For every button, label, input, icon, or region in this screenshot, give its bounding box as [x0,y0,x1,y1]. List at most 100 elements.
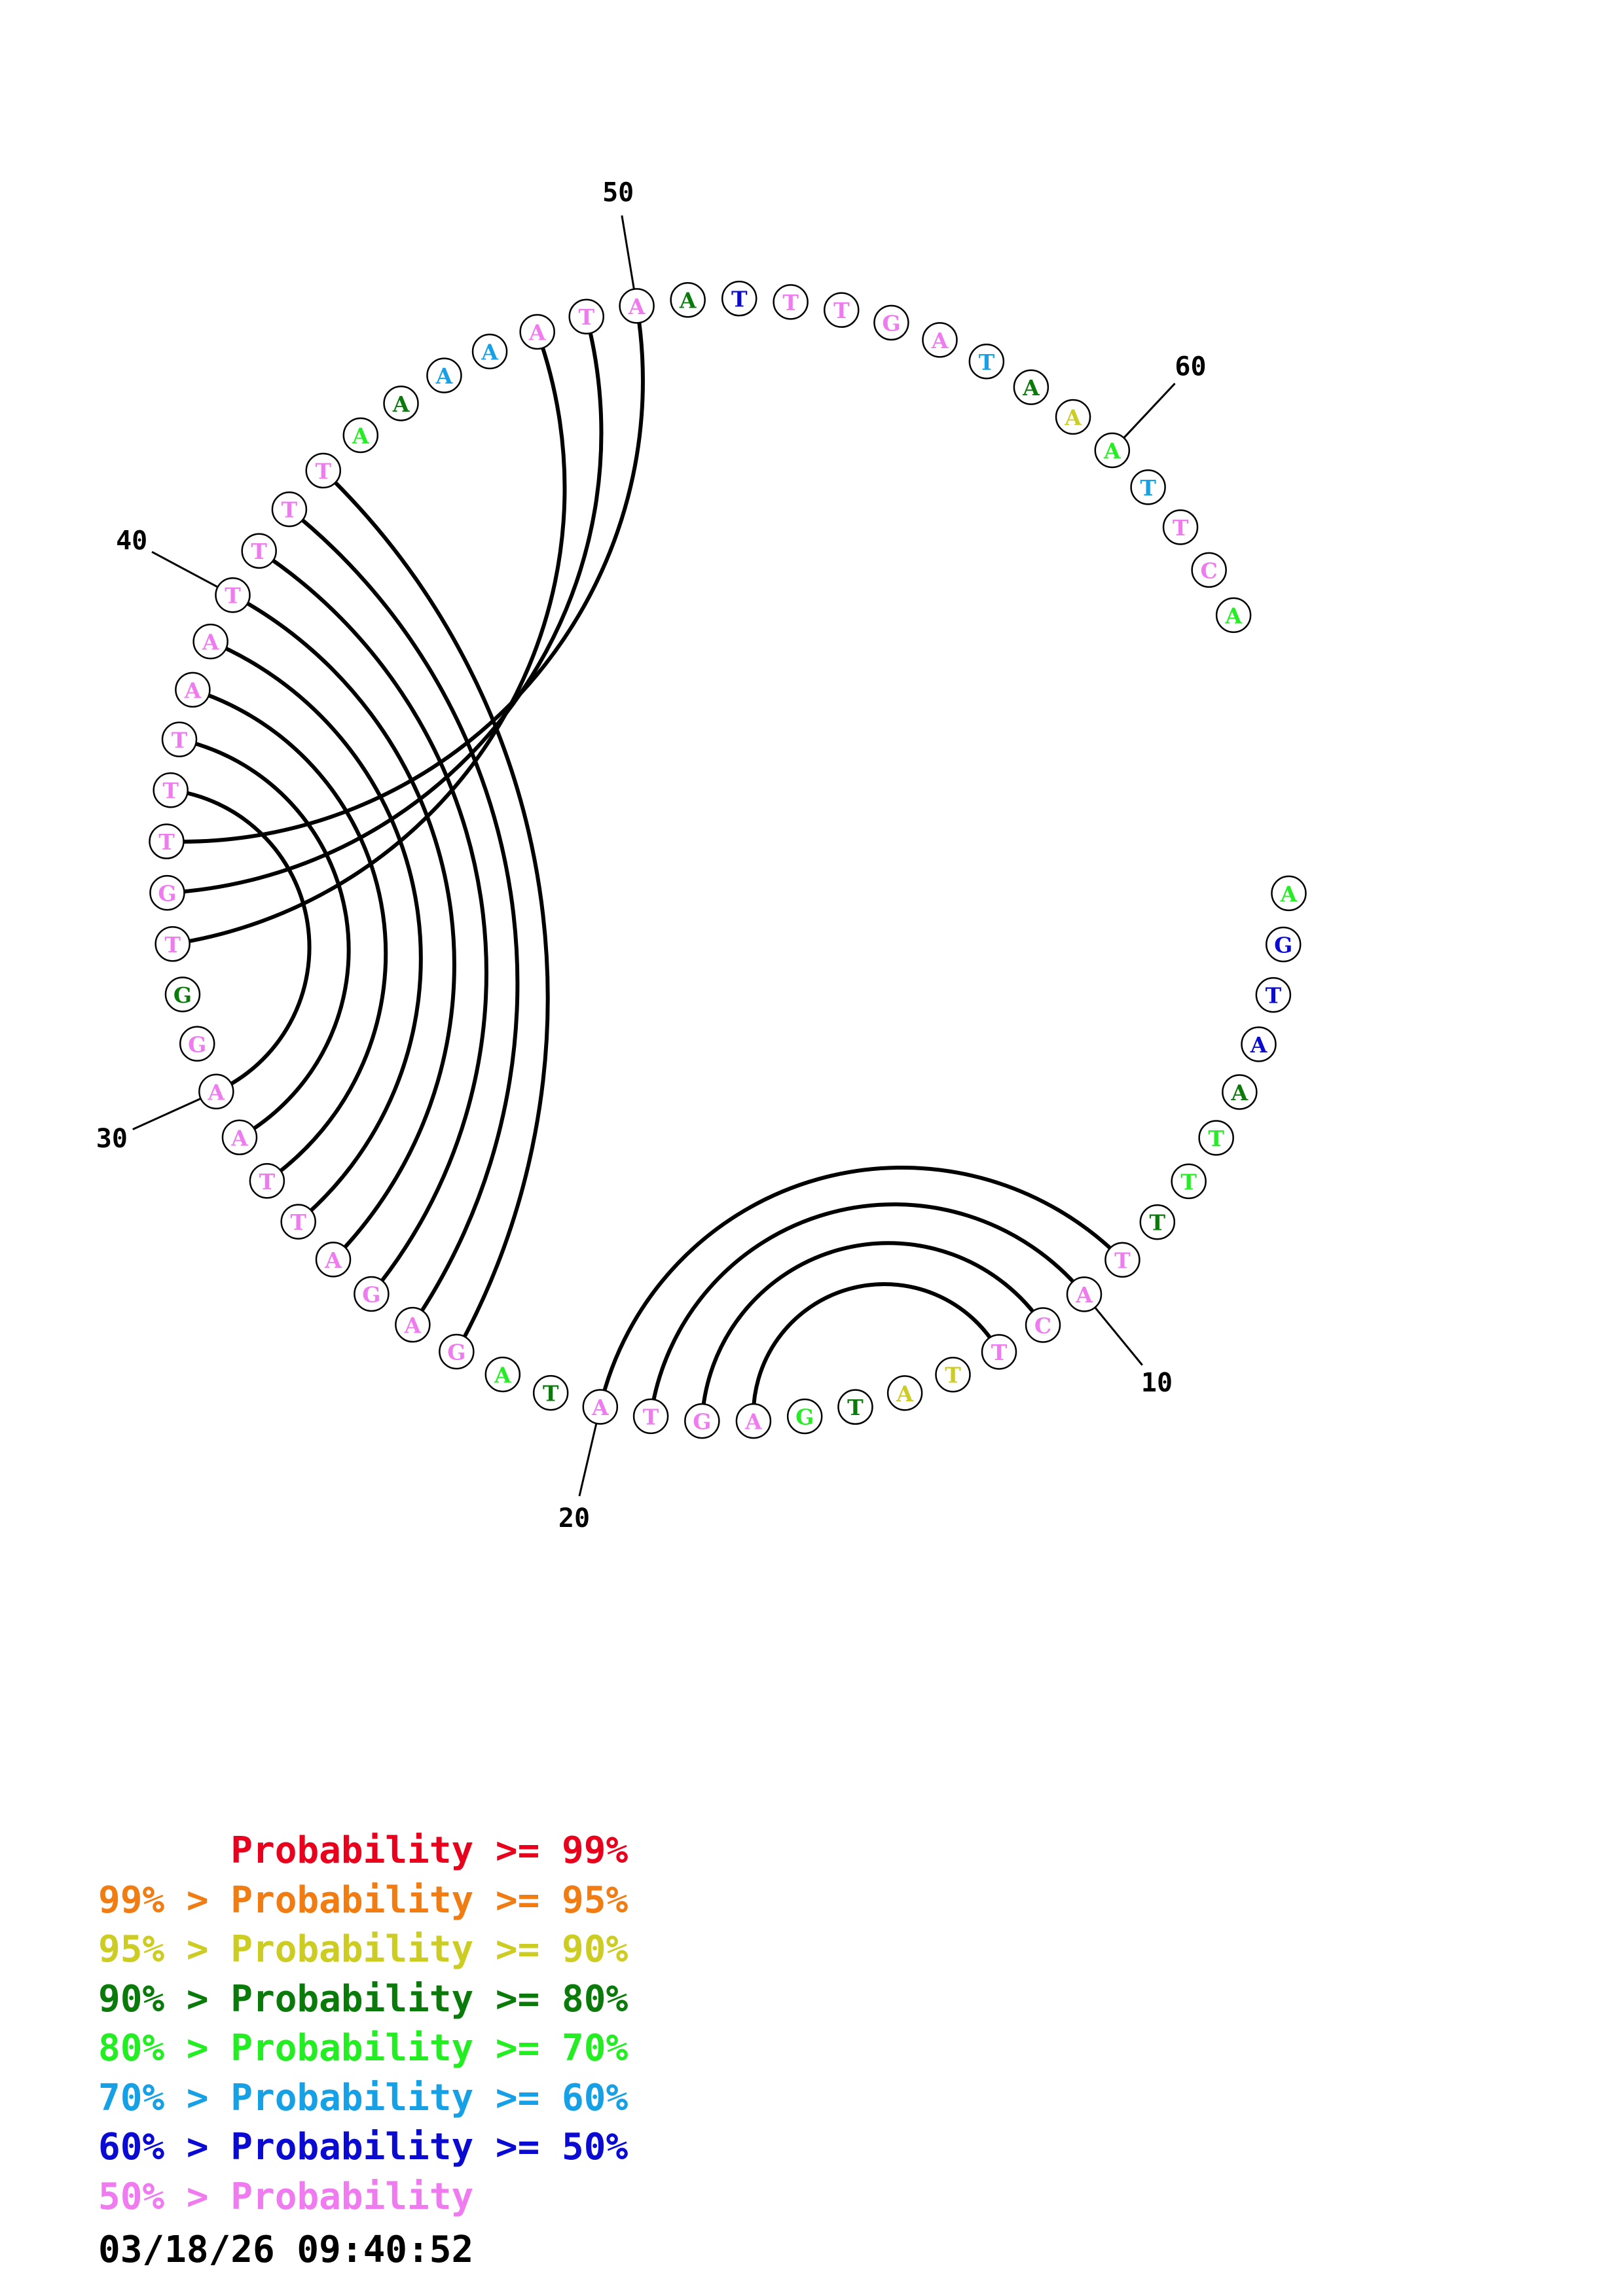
nucleotide-ring: AGTAATTTTACTTATGAGTATAGAGATTAAGGTGTTTAAT… [149,280,1307,1439]
nucleotide-9: T [1104,1242,1140,1278]
nucleotide-15: T [837,1389,873,1425]
nucleotide-letter: T [782,290,799,315]
base-pair-arc-11-18 [700,1241,1045,1422]
nucleotide-letter: T [282,497,298,523]
legend-label: Probability >= 95% [230,1878,629,1922]
nucleotide-circle [532,1374,569,1411]
nucleotide-letter: T [1266,983,1282,1009]
nucleotide-letter: A [1075,1282,1093,1308]
nucleotide-letter: A [1064,404,1082,430]
position-label-60: 60 [1175,351,1206,382]
nucleotide-letter: T [290,1210,306,1235]
nucleotide-27: T [280,1204,316,1240]
nucleotide-letter: T [945,1363,961,1388]
nucleotide-circle [342,417,379,454]
legend-row: 60% > Probability >= 50% [98,2123,628,2172]
nucleotide-letter: A [208,1079,225,1105]
nucleotide-circle [1055,399,1091,435]
nucleotide-24: A [395,1306,431,1343]
nucleotide-letter: A [392,391,410,417]
nucleotide-circle [735,1403,772,1439]
legend-label: Probability >= 99% [230,1829,629,1872]
legend-row: 99% > Probability >= 95% [98,1876,628,1926]
nucleotide-circle [271,491,308,528]
nucleotide-26: A [315,1242,352,1278]
nucleotide-circle [1171,1163,1207,1200]
nucleotide-3: T [1255,977,1292,1013]
nucleotide-letter: G [158,881,176,906]
nucleotide-20: A [582,1389,619,1425]
legend-row: 70% > Probability >= 60% [98,2073,628,2123]
base-pair-arc-25-41 [258,549,488,1295]
nucleotide-circle [471,333,508,370]
nucleotide-circle [192,623,228,660]
nucleotide-45: A [383,386,419,422]
nucleotide-58: A [1013,369,1049,405]
nucleotide-8: T [1139,1204,1176,1240]
nucleotide-13: T [935,1356,971,1393]
nucleotide-51: A [670,281,706,318]
nucleotide-letter: A [591,1395,609,1420]
nucleotide-56: A [922,322,958,358]
nucleotide-25: G [354,1276,390,1312]
nucleotide-2: G [1265,926,1302,963]
position-tick-40 [151,550,219,588]
nucleotide-circle [155,926,191,962]
nucleotide-circle [1162,509,1199,545]
nucleotide-31: G [179,1026,215,1062]
nucleotide-42: T [271,491,308,528]
nucleotide-circle [568,298,604,334]
nucleotide-letter: T [158,829,175,855]
nucleotide-circle [786,1398,823,1435]
position-tick-60 [1123,382,1176,439]
nucleotide-circle [773,284,809,320]
nucleotide-letter: T [172,727,188,753]
nucleotide-39: A [192,623,228,660]
base-pair-arc-30-36 [170,788,312,1094]
nucleotide-letter: T [991,1340,1008,1365]
nucleotide-letter: A [1022,375,1040,401]
nucleotide-letter: A [744,1409,762,1435]
nucleotide-circle [161,721,198,758]
nucleotide-letter: A [184,677,202,703]
nucleotide-circle [179,1026,215,1062]
nucleotide-letter: G [188,1031,206,1057]
base-pair-arc-26-40 [232,593,456,1261]
nucleotide-circle [280,1204,316,1240]
nucleotide-letter: T [1150,1210,1166,1236]
nucleotide-54: T [824,292,860,328]
legend-row: 90% > Probability >= 80% [98,1975,628,2024]
nucleotide-circle [922,322,958,358]
nucleotide-circle [426,357,462,393]
nucleotide-circle [1130,469,1166,505]
nucleotide-10: A [1066,1276,1103,1312]
nucleotide-letter: C [1034,1313,1051,1338]
nucleotide-circle [354,1276,390,1312]
nucleotide-34: G [149,874,185,911]
legend-prefix: 90% > [98,1977,231,2020]
nucleotide-circle [1241,1026,1277,1062]
nucleotide-letter: T [162,778,179,804]
position-label-40: 40 [116,526,147,556]
position-ticks: 10 20 30 40 50 60 [96,178,1207,1534]
nucleotide-circle [632,1398,669,1435]
nucleotide-letter: A [352,423,369,448]
nucleotide-circle [721,280,757,317]
nucleotide-circle [886,1375,923,1411]
legend-prefix: 60% > [98,2126,231,2168]
nucleotide-circle [1198,1120,1234,1156]
nucleotide-circle [1222,1074,1258,1110]
nucleotide-43: T [305,452,342,489]
position-tick-10 [1094,1306,1143,1366]
nucleotide-circle [149,823,185,859]
nucleotide-circle [164,977,201,1013]
nucleotide-61: T [1130,469,1166,505]
nucleotide-circle [824,292,860,328]
legend-label: Probability [230,2175,474,2218]
nucleotide-57: T [968,344,1005,380]
nucleotide-52: T [721,280,757,317]
nucleotide-letter: A [494,1362,511,1388]
nucleotide-36: T [153,772,189,808]
nucleotide-circle [198,1073,234,1110]
legend-row: 50% > Probability [98,2172,628,2222]
